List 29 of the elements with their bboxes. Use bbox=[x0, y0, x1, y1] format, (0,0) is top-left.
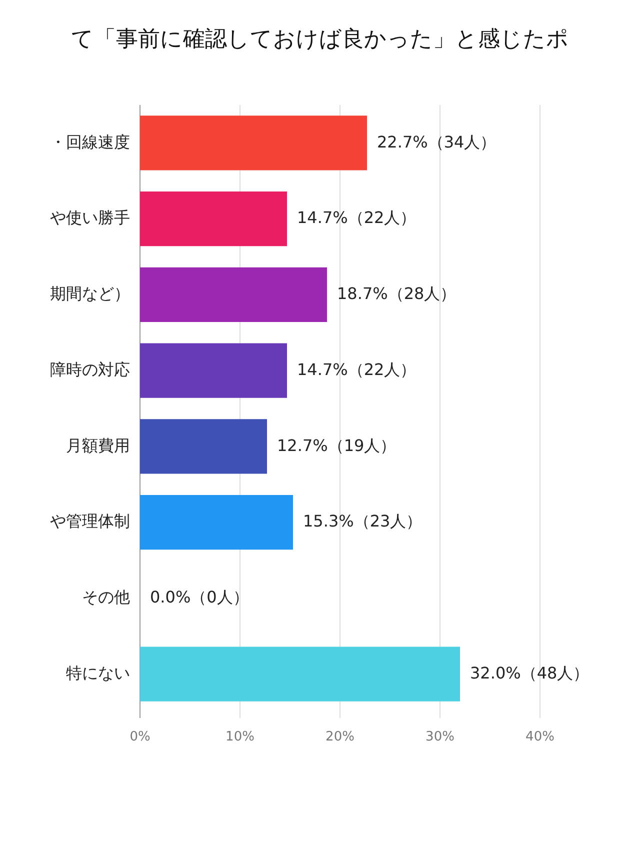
bar bbox=[140, 191, 287, 246]
y-tick-label: 期間など） bbox=[50, 284, 130, 304]
x-tick-label: 0% bbox=[130, 730, 150, 745]
y-tick-label: 障時の対応 bbox=[50, 360, 130, 379]
data-label: 22.7%（34人） bbox=[377, 132, 496, 152]
bar bbox=[140, 494, 293, 550]
y-tick-label: や管理体制 bbox=[50, 512, 130, 531]
y-tick-label: や使い勝手 bbox=[50, 208, 130, 228]
y-tick-label: 特にない bbox=[66, 663, 130, 682]
bar bbox=[140, 343, 287, 398]
data-label: 12.7%（19人） bbox=[277, 436, 396, 455]
data-label: 18.7%（28人） bbox=[337, 284, 456, 304]
x-tick-label: 30% bbox=[426, 730, 454, 745]
bar bbox=[140, 419, 267, 474]
x-tick-label: 40% bbox=[526, 730, 554, 745]
bar bbox=[140, 116, 367, 170]
y-tick-label: ・回線速度 bbox=[50, 132, 130, 152]
data-label: 15.3%（23人） bbox=[303, 512, 422, 531]
bar bbox=[140, 646, 460, 702]
chart-title: て「事前に確認しておけば良かった」と感じたポ bbox=[71, 27, 569, 52]
data-label: 14.7%（22人） bbox=[297, 360, 416, 379]
y-tick-label: 月額費用 bbox=[66, 436, 130, 455]
data-label: 14.7%（22人） bbox=[297, 208, 416, 228]
bar bbox=[140, 267, 327, 322]
data-label: 32.0%（48人） bbox=[470, 663, 590, 682]
y-tick-label: その他 bbox=[82, 588, 130, 607]
x-tick-label: 10% bbox=[226, 730, 254, 745]
data-label: 0.0%（0人） bbox=[150, 588, 249, 607]
x-tick-label: 20% bbox=[326, 730, 354, 745]
